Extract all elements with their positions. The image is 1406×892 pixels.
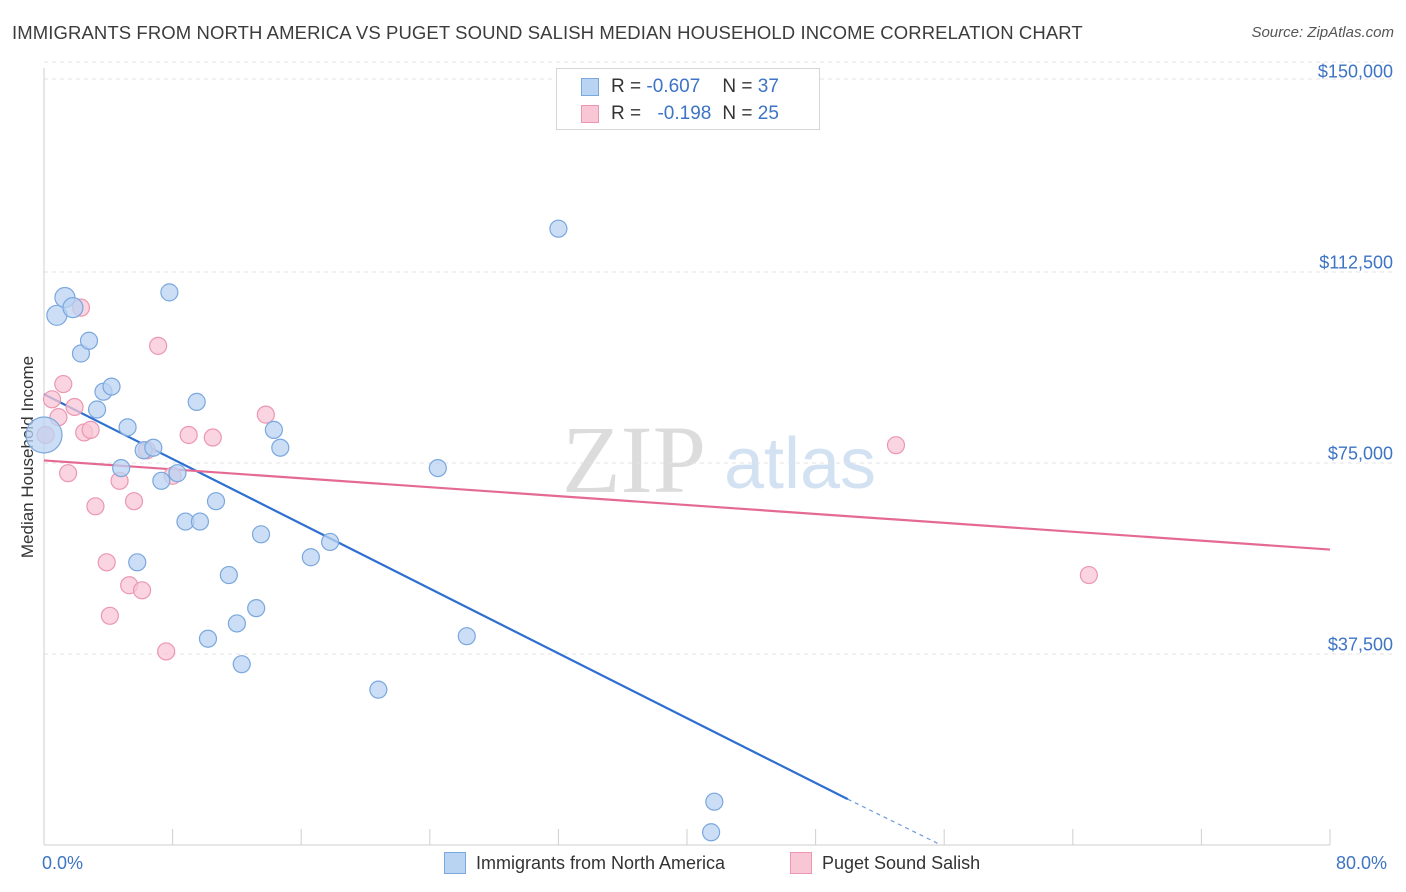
point-immigrants [247, 599, 266, 618]
point-immigrants [168, 464, 187, 483]
point-salish [100, 606, 120, 625]
y-tick-label: $150,000 [1317, 61, 1393, 82]
legend-label-series2: Puget Sound Salish [822, 852, 981, 873]
legend-r-value: -0.607 [646, 76, 701, 97]
legend-n-value: 25 [757, 103, 779, 124]
legend-r-label: R = [611, 76, 642, 97]
legend-swatch-pink [581, 105, 599, 123]
point-salish [1079, 565, 1098, 585]
point-salish [886, 436, 906, 455]
legend-n-label: N = [722, 103, 753, 124]
point-immigrants [702, 823, 721, 842]
chart-title: IMMIGRANTS FROM NORTH AMERICA VS PUGET S… [12, 22, 1083, 43]
point-immigrants [457, 627, 476, 646]
point-immigrants [271, 438, 290, 457]
trend-line-extension [847, 798, 942, 846]
point-immigrants [705, 792, 724, 811]
point-immigrants [144, 438, 163, 457]
trend-line-immigrants [43, 393, 849, 801]
point-immigrants [128, 553, 147, 572]
watermark-zip: ZIP [562, 406, 706, 513]
legend-r-label: R = [611, 103, 642, 124]
legend-swatch-blue [444, 852, 466, 874]
point-immigrants [264, 420, 283, 439]
legend-row-series1: R = -0.607 N = 37 [581, 74, 779, 100]
point-immigrants [219, 565, 238, 585]
point-salish [59, 464, 78, 483]
point-salish [124, 492, 144, 511]
y-tick-label: $75,000 [1327, 443, 1393, 464]
point-immigrants [62, 297, 84, 319]
legend-swatch-blue [581, 78, 599, 96]
point-immigrants [112, 458, 131, 478]
point-immigrants [251, 525, 271, 544]
point-immigrants [152, 471, 171, 490]
point-immigrants [232, 655, 251, 674]
x-tick-label-max: 80.0% [1336, 853, 1388, 873]
point-immigrants [87, 400, 107, 419]
point-immigrants [428, 458, 447, 478]
point-immigrants [190, 512, 210, 531]
point-salish [149, 336, 168, 355]
legend-n-value: 37 [757, 76, 779, 97]
point-immigrants [160, 283, 179, 302]
point-immigrants [187, 392, 206, 411]
trend-line-salish [43, 459, 1331, 551]
point-immigrants [25, 416, 63, 454]
point-salish [54, 374, 73, 394]
point-salish [81, 420, 100, 439]
point-immigrants [369, 680, 388, 699]
point-salish [157, 642, 176, 661]
legend-row-series2: R = -0.198 N = 25 [581, 101, 779, 127]
watermark-atlas: atlas [724, 424, 876, 504]
point-immigrants [198, 629, 218, 648]
bottom-legend-series2: Puget Sound Salish [790, 852, 980, 874]
point-salish [97, 553, 116, 572]
point-immigrants [206, 492, 226, 511]
bottom-legend-series1: Immigrants from North America [444, 852, 725, 874]
point-immigrants [102, 377, 121, 396]
point-immigrants [79, 331, 99, 350]
legend-n-label: N = [722, 76, 753, 97]
correlation-legend: R = -0.607 N = 37 R = -0.198 N = 25 [556, 68, 820, 130]
legend-r-value: -0.198 [657, 103, 712, 124]
y-tick-label: $37,500 [1327, 634, 1393, 655]
point-immigrants [321, 532, 340, 552]
point-salish [65, 397, 84, 417]
point-salish [86, 497, 105, 516]
point-salish [179, 425, 198, 445]
x-tick-label-min: 0.0% [42, 853, 84, 873]
point-salish [132, 581, 152, 600]
legend-swatch-pink [790, 852, 812, 874]
y-tick-label: $112,500 [1319, 252, 1393, 273]
point-immigrants [227, 614, 246, 633]
point-immigrants [301, 548, 320, 567]
point-salish [42, 390, 62, 409]
point-immigrants [118, 418, 137, 437]
source-label: Source: ZipAtlas.com [1251, 24, 1394, 41]
point-salish [256, 405, 275, 424]
point-salish [203, 428, 222, 447]
point-immigrants [549, 219, 568, 238]
legend-label-series1: Immigrants from North America [476, 852, 726, 873]
